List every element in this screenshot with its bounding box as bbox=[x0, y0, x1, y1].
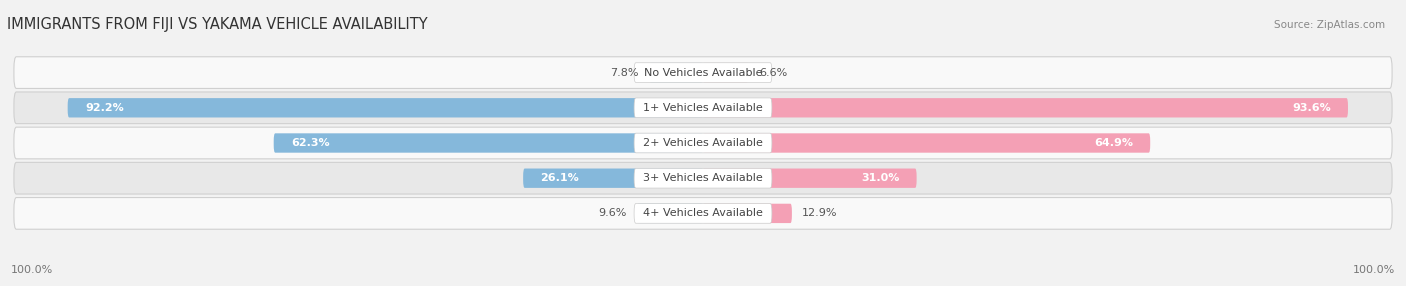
FancyBboxPatch shape bbox=[703, 204, 792, 223]
Text: 64.9%: 64.9% bbox=[1094, 138, 1133, 148]
Text: 6.6%: 6.6% bbox=[759, 67, 787, 78]
FancyBboxPatch shape bbox=[14, 92, 1392, 124]
FancyBboxPatch shape bbox=[703, 98, 1348, 118]
FancyBboxPatch shape bbox=[634, 168, 772, 188]
Text: 2+ Vehicles Available: 2+ Vehicles Available bbox=[643, 138, 763, 148]
FancyBboxPatch shape bbox=[637, 204, 703, 223]
Text: 100.0%: 100.0% bbox=[1353, 265, 1395, 275]
FancyBboxPatch shape bbox=[703, 63, 748, 82]
FancyBboxPatch shape bbox=[703, 133, 1150, 153]
Text: 26.1%: 26.1% bbox=[540, 173, 579, 183]
Text: 9.6%: 9.6% bbox=[598, 208, 627, 219]
FancyBboxPatch shape bbox=[14, 162, 1392, 194]
Text: 100.0%: 100.0% bbox=[11, 265, 53, 275]
Text: 62.3%: 62.3% bbox=[291, 138, 329, 148]
Text: 7.8%: 7.8% bbox=[610, 67, 638, 78]
Text: IMMIGRANTS FROM FIJI VS YAKAMA VEHICLE AVAILABILITY: IMMIGRANTS FROM FIJI VS YAKAMA VEHICLE A… bbox=[7, 17, 427, 32]
FancyBboxPatch shape bbox=[14, 127, 1392, 159]
Text: Source: ZipAtlas.com: Source: ZipAtlas.com bbox=[1274, 20, 1385, 30]
Text: 12.9%: 12.9% bbox=[803, 208, 838, 219]
Text: No Vehicles Available: No Vehicles Available bbox=[644, 67, 762, 78]
FancyBboxPatch shape bbox=[14, 198, 1392, 229]
FancyBboxPatch shape bbox=[634, 133, 772, 153]
FancyBboxPatch shape bbox=[650, 63, 703, 82]
FancyBboxPatch shape bbox=[274, 133, 703, 153]
Text: 93.6%: 93.6% bbox=[1292, 103, 1330, 113]
Text: 4+ Vehicles Available: 4+ Vehicles Available bbox=[643, 208, 763, 219]
Text: 1+ Vehicles Available: 1+ Vehicles Available bbox=[643, 103, 763, 113]
Text: 3+ Vehicles Available: 3+ Vehicles Available bbox=[643, 173, 763, 183]
FancyBboxPatch shape bbox=[14, 57, 1392, 88]
FancyBboxPatch shape bbox=[634, 204, 772, 223]
FancyBboxPatch shape bbox=[523, 168, 703, 188]
Text: 92.2%: 92.2% bbox=[84, 103, 124, 113]
FancyBboxPatch shape bbox=[703, 168, 917, 188]
FancyBboxPatch shape bbox=[67, 98, 703, 118]
FancyBboxPatch shape bbox=[634, 63, 772, 82]
Text: 31.0%: 31.0% bbox=[860, 173, 900, 183]
FancyBboxPatch shape bbox=[634, 98, 772, 118]
